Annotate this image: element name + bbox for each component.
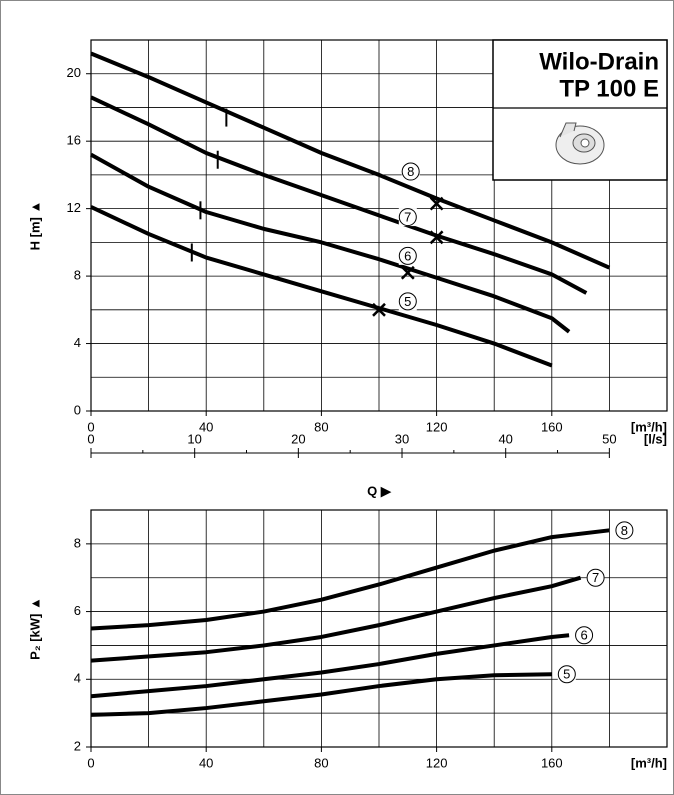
- legend-label: 8: [407, 164, 414, 179]
- legend-label: 7: [404, 210, 411, 225]
- y-axis-label: H [m] ▲: [27, 201, 42, 251]
- y-tick-label: 8: [74, 268, 81, 283]
- x-tick-label: 0: [87, 755, 94, 770]
- y-tick-label: 12: [67, 200, 81, 215]
- x-tick-label: 160: [541, 755, 563, 770]
- curve: [90, 152, 571, 334]
- x-tick-label: 120: [426, 755, 448, 770]
- x-unit: [m³/h]: [631, 419, 667, 434]
- x-tick-label: 40: [199, 755, 213, 770]
- head-chart: 0 40 80 120 160 0 4 8 12 16 20 [m³/h] H [m] ▲ 0 10 20 30…: [27, 39, 668, 498]
- label-circle: [398, 246, 417, 265]
- power-chart: 0 40 80 120 160 2 4 6 8 [m³/h] P₂ [kW] ▲ 8 7 6 5: [27, 509, 668, 770]
- pump-icon: [555, 122, 605, 165]
- y-tick-label: 20: [67, 65, 81, 80]
- label-circle: [398, 208, 417, 227]
- x2-unit: [l/s]: [644, 431, 667, 446]
- y-tick-label: 16: [67, 133, 81, 148]
- label-circle: [586, 568, 605, 587]
- legend-label: 8: [621, 523, 628, 538]
- x-tick-label: 40: [199, 419, 213, 434]
- cross: [400, 265, 415, 280]
- label-circle: [615, 521, 634, 540]
- curve: [90, 51, 611, 270]
- operating-point: [372, 302, 386, 317]
- y-axis-label: P₂ [kW] ▲: [27, 597, 42, 660]
- legend-label: 7: [592, 570, 599, 585]
- label-circle: [575, 626, 594, 645]
- legend-label: 5: [563, 667, 570, 682]
- x2-tick-label: 50: [602, 431, 616, 446]
- x2-tick-label: 30: [395, 431, 409, 446]
- x2-tick-label: 0: [87, 431, 94, 446]
- x-tick-label: 120: [426, 419, 448, 434]
- legend-label: 6: [404, 248, 411, 263]
- y-tick-label: 4: [74, 335, 81, 350]
- y-tick-label: 0: [74, 402, 81, 417]
- y-tick-label: 4: [74, 671, 81, 686]
- x-tick-label: 80: [314, 755, 328, 770]
- curve: [90, 672, 552, 717]
- curve: [90, 528, 610, 631]
- cross: [429, 230, 444, 245]
- curve: [90, 575, 582, 663]
- y-tick-label: 2: [74, 738, 81, 753]
- x2-tick-label: 40: [498, 431, 512, 446]
- y-tick-label: 6: [74, 603, 81, 618]
- x-tick-label: 160: [541, 419, 563, 434]
- operating-point: [429, 196, 444, 211]
- cross: [372, 302, 386, 317]
- legend-label: 6: [580, 628, 587, 643]
- curve: [90, 633, 570, 699]
- y-tick-label: 8: [74, 535, 81, 550]
- x2-label: Q ▶: [367, 483, 392, 498]
- operating-point: [429, 230, 444, 245]
- label-circle: [557, 665, 576, 684]
- curve: [90, 205, 553, 368]
- x-unit: [m³/h]: [631, 755, 667, 770]
- x-tick-label: 80: [314, 419, 328, 434]
- pump-hole: [580, 138, 590, 148]
- x2-tick-label: 10: [187, 431, 201, 446]
- curve: [90, 95, 588, 295]
- label-circle: [401, 162, 420, 181]
- label-circle: [398, 292, 417, 311]
- x2-tick-label: 20: [291, 431, 305, 446]
- subtitle: TP 100 E: [559, 75, 659, 102]
- cross: [429, 196, 444, 211]
- operating-point: [400, 265, 415, 280]
- title: Wilo-Drain: [539, 48, 659, 75]
- pump-outlet: [559, 122, 577, 138]
- x-tick-label: 0: [87, 419, 94, 434]
- legend-label: 5: [404, 294, 411, 309]
